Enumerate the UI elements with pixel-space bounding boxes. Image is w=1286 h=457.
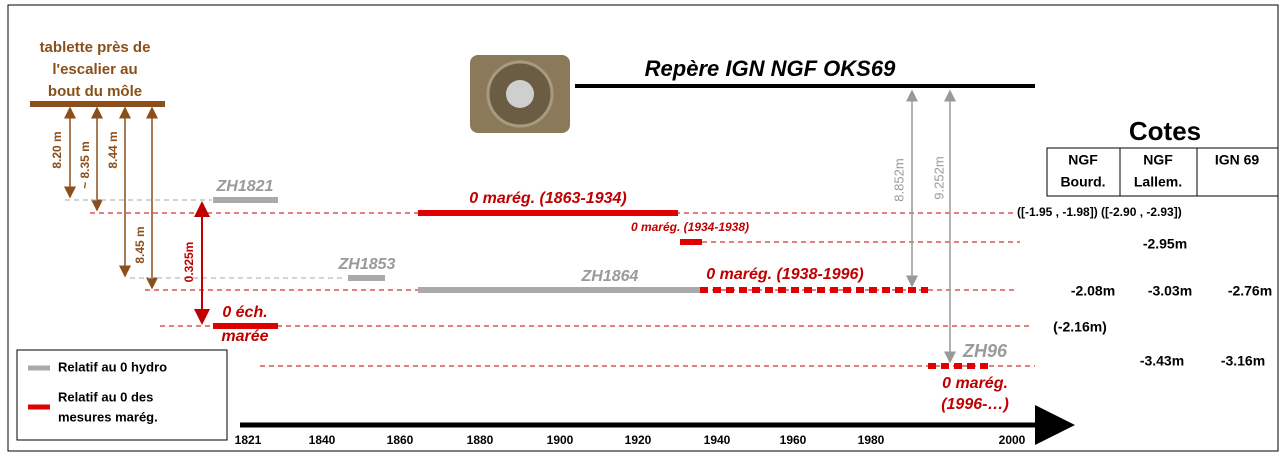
legend-box bbox=[16, 349, 228, 441]
site-line: bout du môle bbox=[48, 83, 142, 100]
cotes-value: (-2.16m) bbox=[1053, 319, 1107, 335]
distance-label: ~ 8.35 m bbox=[78, 141, 92, 189]
tide-label: 0 marég. (1863-1934) bbox=[469, 190, 626, 207]
cotes-value: -3.16m bbox=[1221, 353, 1265, 369]
zh-label: ZH96 bbox=[962, 341, 1008, 361]
year-label: 1900 bbox=[547, 433, 574, 447]
tide-label: 0 marég. bbox=[942, 375, 1008, 392]
legend-label: Relatif au 0 hydro bbox=[58, 359, 167, 374]
benchmark-distance: 8.852m bbox=[891, 158, 906, 201]
cotes-title: Cotes bbox=[1129, 116, 1201, 146]
tide-label: marée bbox=[221, 328, 268, 345]
offset-label: 0.325m bbox=[182, 242, 196, 283]
distance-arrows bbox=[64, 106, 158, 290]
tide-label: 0 marég. (1934-1938) bbox=[631, 220, 749, 234]
cotes-header: Bourd. bbox=[1060, 174, 1105, 190]
benchmark-title: Repère IGN NGF OKS69 bbox=[645, 56, 896, 81]
level-lines bbox=[65, 199, 1035, 367]
legend-label: Relatif au 0 des bbox=[58, 389, 153, 404]
site-line: l'escalier au bbox=[52, 61, 137, 78]
year-label: 1880 bbox=[467, 433, 494, 447]
cotes-value: -2.95m bbox=[1143, 236, 1187, 252]
year-label: 2000 bbox=[999, 433, 1026, 447]
year-label: 1860 bbox=[387, 433, 414, 447]
year-label: 1840 bbox=[309, 433, 336, 447]
cotes-value: -2.08m bbox=[1071, 283, 1115, 299]
cotes-value: -3.43m bbox=[1140, 353, 1184, 369]
year-label: 1980 bbox=[858, 433, 885, 447]
cotes-header: NGF bbox=[1068, 152, 1098, 168]
distance-label: 8.45 m bbox=[133, 226, 147, 263]
zh-label: ZH1864 bbox=[581, 268, 639, 285]
tide-label: 0 éch. bbox=[222, 304, 267, 321]
frame bbox=[7, 4, 1279, 452]
year-label: 1821 bbox=[235, 433, 262, 447]
year-label: 1940 bbox=[704, 433, 731, 447]
zh-label: ZH1853 bbox=[338, 256, 396, 273]
year-label: 1920 bbox=[625, 433, 652, 447]
cotes-value: -3.03m bbox=[1148, 283, 1192, 299]
site-line: tablette près de bbox=[40, 39, 151, 56]
distance-label: 8.20 m bbox=[50, 131, 64, 168]
zh-label: ZH1821 bbox=[216, 178, 274, 195]
cotes-value: -2.76m bbox=[1228, 283, 1272, 299]
year-label: 1960 bbox=[780, 433, 807, 447]
tide-label: (1996-…) bbox=[941, 396, 1009, 413]
legend-label: mesures marég. bbox=[58, 409, 158, 424]
benchmark-distance: 9.252m bbox=[931, 156, 946, 199]
benchmark-disc bbox=[506, 80, 534, 108]
cotes-table bbox=[1046, 147, 1279, 197]
tide-label: 0 marég. (1938-1996) bbox=[706, 266, 863, 283]
cotes-header: Lallem. bbox=[1134, 174, 1182, 190]
cotes-value: ([-1.95 , -1.98]) ([-2.90 , -2.93]) bbox=[1017, 205, 1182, 219]
cotes-header: IGN 69 bbox=[1215, 152, 1260, 168]
distance-label: 8.44 m bbox=[106, 131, 120, 168]
cotes-header: NGF bbox=[1143, 152, 1173, 168]
